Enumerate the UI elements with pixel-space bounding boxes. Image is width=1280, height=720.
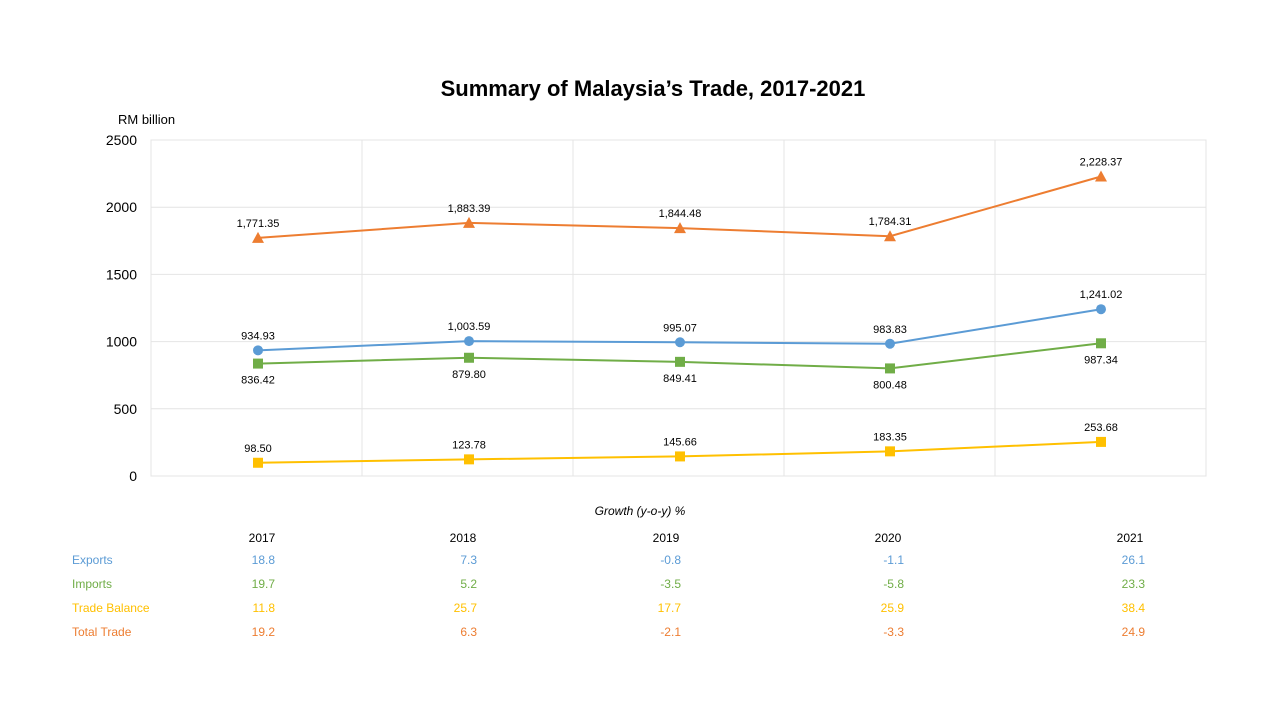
growth-value: 19.2 xyxy=(251,625,275,639)
y-axis-unit-label: RM billion xyxy=(118,112,175,127)
growth-value: 18.8 xyxy=(251,553,275,567)
y-tick-label: 0 xyxy=(129,468,137,484)
data-label-imports: 849.41 xyxy=(663,373,697,385)
growth-table: 2017 2018 2019 2020 2021 Exports 18.8 7.… xyxy=(0,530,1280,650)
data-point-exports xyxy=(885,338,895,349)
y-tick-label: 2000 xyxy=(106,199,137,215)
data-point-total xyxy=(463,216,475,228)
growth-table-title: Growth (y-o-y) % xyxy=(594,504,686,518)
growth-value: 19.7 xyxy=(251,577,275,591)
series-balance xyxy=(253,436,1106,468)
growth-value: 26.1 xyxy=(1121,553,1145,567)
data-point-balance xyxy=(1096,436,1106,447)
data-label-exports: 1,003.59 xyxy=(448,321,491,333)
growth-value: -5.8 xyxy=(883,577,904,591)
chart-title: Summary of Malaysia’s Trade, 2017-2021 xyxy=(441,76,866,101)
data-point-total xyxy=(674,222,686,234)
data-point-total xyxy=(252,231,264,243)
data-point-exports xyxy=(675,337,685,348)
growth-value: 11.8 xyxy=(252,601,275,615)
data-label-total: 2,228.37 xyxy=(1080,157,1123,169)
data-label-imports: 836.42 xyxy=(241,375,275,387)
data-point-balance xyxy=(675,451,685,462)
series-total xyxy=(252,170,1107,243)
growth-value: 25.7 xyxy=(453,601,477,615)
growth-row-label-trade-balance: Trade Balance xyxy=(72,601,150,615)
series-exports xyxy=(253,304,1106,356)
growth-value: 23.3 xyxy=(1121,577,1145,591)
gridlines xyxy=(150,139,1207,477)
data-label-total: 1,784.31 xyxy=(869,216,912,228)
series-layer xyxy=(252,170,1107,468)
data-point-exports xyxy=(1096,304,1106,315)
data-label-balance: 253.68 xyxy=(1084,422,1118,434)
y-tick-label: 500 xyxy=(114,401,138,417)
growth-value: -1.1 xyxy=(883,553,904,567)
data-point-imports xyxy=(885,363,895,374)
data-point-total xyxy=(884,230,896,242)
data-label-imports: 800.48 xyxy=(873,379,907,391)
growth-value: -3.5 xyxy=(660,577,681,591)
growth-year-header: 2019 xyxy=(652,531,680,545)
growth-value: 5.2 xyxy=(460,577,477,591)
series-imports xyxy=(253,338,1106,374)
data-label-exports: 1,241.02 xyxy=(1080,289,1123,301)
data-label-exports: 934.93 xyxy=(241,330,275,342)
growth-value: 7.3 xyxy=(460,553,477,567)
growth-year-header: 2017 xyxy=(248,531,276,545)
data-label-balance: 183.35 xyxy=(873,431,907,443)
data-label-total: 1,883.39 xyxy=(448,203,491,215)
y-tick-label: 1500 xyxy=(106,266,137,282)
data-point-imports xyxy=(1096,338,1106,349)
data-label-exports: 983.83 xyxy=(873,324,907,336)
growth-value: 25.9 xyxy=(880,601,904,615)
data-point-imports xyxy=(675,356,685,367)
data-label-total: 1,771.35 xyxy=(237,218,280,230)
chart: Summary of Malaysia’s Trade, 2017-2021 R… xyxy=(106,76,1207,484)
data-label-exports: 995.07 xyxy=(663,322,697,334)
growth-row-label-total-trade: Total Trade xyxy=(72,625,132,639)
growth-row-label-exports: Exports xyxy=(72,553,113,567)
growth-value: -3.3 xyxy=(883,625,904,639)
data-label-imports: 879.80 xyxy=(452,369,486,381)
data-label-imports: 987.34 xyxy=(1084,354,1118,366)
data-label-balance: 98.50 xyxy=(244,443,272,455)
data-labels: 1,771.35 1,883.39 1,844.48 1,784.31 2,228.37… xyxy=(237,157,1123,455)
data-point-total xyxy=(1095,170,1107,182)
data-label-balance: 145.66 xyxy=(663,436,697,448)
growth-value: 24.9 xyxy=(1121,625,1145,639)
data-point-imports xyxy=(253,358,263,369)
data-point-exports xyxy=(464,336,474,347)
y-tick-label: 2500 xyxy=(106,132,137,148)
data-point-balance xyxy=(885,446,895,457)
growth-value: -0.8 xyxy=(660,553,681,567)
plot-area-border xyxy=(150,139,1207,477)
data-label-total: 1,844.48 xyxy=(659,208,702,220)
data-point-imports xyxy=(464,352,474,363)
growth-year-header: 2018 xyxy=(449,531,477,545)
growth-year-header: 2021 xyxy=(1116,531,1144,545)
growth-value: 38.4 xyxy=(1121,601,1145,615)
growth-value: 6.3 xyxy=(460,625,477,639)
data-label-balance: 123.78 xyxy=(452,439,486,451)
y-axis-ticks: 0 500 1000 1500 2000 2500 xyxy=(106,132,137,484)
data-point-exports xyxy=(253,345,263,356)
y-tick-label: 1000 xyxy=(106,334,137,350)
growth-value: 17.7 xyxy=(657,601,681,615)
growth-year-header: 2020 xyxy=(874,531,902,545)
growth-value: -2.1 xyxy=(660,625,681,639)
data-point-balance xyxy=(464,454,474,465)
growth-row-label-imports: Imports xyxy=(72,577,113,591)
data-point-balance xyxy=(253,457,263,468)
